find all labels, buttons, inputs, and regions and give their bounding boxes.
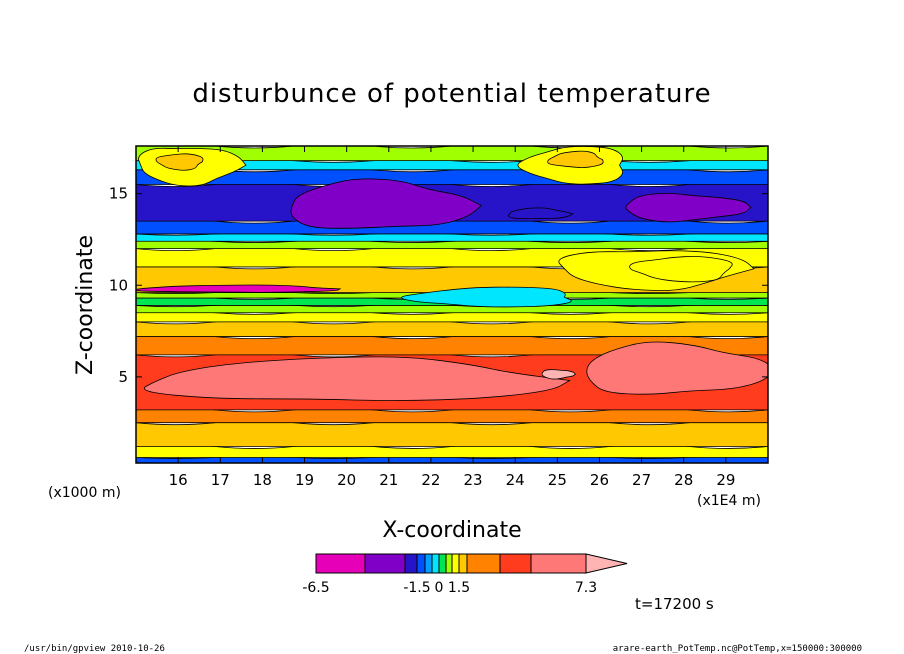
- contour-feature: [547, 150, 604, 168]
- plot-frame: [135, 145, 769, 464]
- colorbar-segment: [424, 553, 433, 574]
- y-unit-label: (x1000 m): [48, 485, 121, 501]
- colorbar-segment: [404, 553, 418, 574]
- y-tick-label: 10: [109, 276, 128, 294]
- contour-band: [136, 420, 768, 447]
- contour-feature: [625, 192, 752, 223]
- x-tick-label: 26: [590, 471, 609, 489]
- x-axis-label: X-coordinate: [382, 518, 521, 543]
- y-axis: 5 10 15: [109, 185, 768, 386]
- colorbar-segment: [451, 553, 460, 574]
- contour-feature: [136, 284, 342, 293]
- x-tick-label: 24: [506, 471, 525, 489]
- y-axis-label: Z-coordinate: [73, 235, 98, 375]
- colorbar-tick-label: 1.5: [448, 580, 470, 596]
- chart-title: disturbunce of potential temperature: [192, 79, 711, 109]
- x-tick-label: 23: [464, 471, 483, 489]
- contour-feature: [586, 341, 768, 395]
- contour-feature: [155, 153, 204, 171]
- colorbar-segment: [438, 553, 447, 574]
- x-axis: 16 17 18 19 20 21 22 23 24 25 26 27 28 29: [169, 146, 735, 489]
- colorbar-tick-label: 7.3: [575, 580, 597, 596]
- x-tick-label: 25: [548, 471, 567, 489]
- x-tick-label: 20: [337, 471, 356, 489]
- colorbar: -6.5 -1.5 0 1.5 7.3: [302, 553, 628, 596]
- colorbar-segment: [431, 553, 440, 574]
- x-tick-label: 28: [674, 471, 693, 489]
- colorbar-tick-label: 0: [435, 580, 444, 596]
- contour-feature: [507, 207, 574, 220]
- colorbar-segment: [416, 553, 426, 574]
- time-label: t=17200 s: [635, 595, 714, 613]
- x-tick-label: 19: [295, 471, 314, 489]
- x-tick-label: 17: [211, 471, 230, 489]
- footer-right: arare-earth_PotTemp.nc@PotTemp,x=150000:…: [613, 644, 862, 654]
- x-tick-label: 22: [421, 471, 440, 489]
- colorbar-segment: [530, 553, 587, 574]
- contour-feature: [541, 369, 576, 380]
- colorbar-segment: [458, 553, 468, 574]
- contour-plot: [136, 146, 768, 463]
- x-tick-label: 27: [632, 471, 651, 489]
- colorbar-segment: [499, 553, 532, 574]
- x-tick-label: 21: [379, 471, 398, 489]
- contour-band: [136, 319, 768, 337]
- x-tick-label: 29: [716, 471, 735, 489]
- contour-feature: [629, 256, 733, 283]
- x-tick-label: 16: [169, 471, 188, 489]
- colorbar-segment: [315, 553, 366, 574]
- colorbar-segment: [364, 553, 406, 574]
- colorbar-segment: [445, 553, 453, 574]
- contour-feature: [290, 178, 483, 229]
- y-tick-label: 15: [109, 185, 128, 203]
- x-unit-label: (x1E4 m): [697, 493, 761, 509]
- y-tick-label: 5: [118, 368, 128, 386]
- contour-feature: [401, 286, 572, 308]
- colorbar-segment: [466, 553, 501, 574]
- x-tick-label: 18: [253, 471, 272, 489]
- contour-feature: [144, 356, 571, 401]
- footer-left: /usr/bin/gpview 2010-10-26: [24, 644, 165, 654]
- colorbar-tick-label: -1.5: [403, 580, 430, 596]
- colorbar-extension: [585, 553, 628, 574]
- colorbar-tick-label: -6.5: [302, 580, 329, 596]
